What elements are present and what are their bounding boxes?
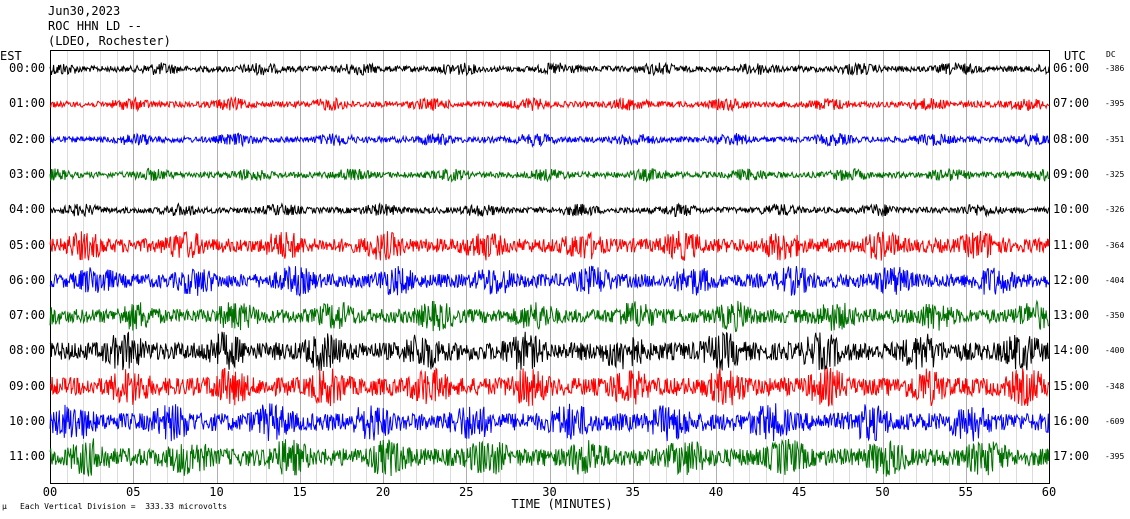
x-tick-label: 25: [459, 485, 473, 499]
utc-hour-label: 08:00: [1053, 131, 1090, 146]
utc-hour-label: 14:00: [1053, 343, 1090, 358]
x-tick-label: 15: [293, 485, 307, 499]
est-hour-label: 07:00: [9, 308, 46, 323]
est-hour-label: 11:00: [9, 449, 46, 464]
x-tick-label: 10: [209, 485, 223, 499]
x-tick-label: 60: [1042, 485, 1056, 499]
trace-row: [49, 132, 1050, 148]
dc-offset-label: -395: [1105, 452, 1125, 462]
utc-axis-label: UTC: [1064, 49, 1086, 63]
trace-row: [49, 265, 1050, 297]
x-tick-label: 00: [43, 485, 57, 499]
trace-row: [49, 331, 1050, 371]
station-code: ROC HHN LD --: [48, 19, 142, 33]
trace-row: [49, 61, 1050, 77]
est-hour-label: 00:00: [9, 61, 46, 75]
network-name: (LDEO, Rochester): [48, 34, 171, 48]
utc-hour-label: 09:00: [1053, 166, 1090, 181]
est-hour-label: 08:00: [9, 343, 46, 358]
utc-hour-label: 07:00: [1053, 96, 1090, 111]
dc-offset-label: -326: [1105, 205, 1125, 215]
est-hour-label: 01:00: [9, 96, 46, 111]
trace-row: [49, 96, 1050, 113]
est-axis-label: EST: [0, 49, 22, 63]
trace-row: [49, 367, 1050, 407]
dc-axis-label: DC: [1106, 50, 1116, 59]
dc-offset-label: -348: [1105, 381, 1125, 391]
utc-hour-label: 16:00: [1053, 414, 1090, 428]
x-tick-label: 20: [376, 485, 390, 499]
trace-row: [49, 167, 1050, 183]
dc-offset-label: -351: [1105, 134, 1125, 144]
utc-hour-label: 11:00: [1053, 237, 1090, 252]
x-tick-label: 30: [542, 485, 556, 499]
est-hour-label: 05:00: [9, 237, 46, 252]
x-tick-label: 05: [126, 485, 140, 499]
dc-offset-label: -325: [1105, 169, 1125, 179]
x-axis-title: TIME (MINUTES): [511, 497, 612, 511]
trace-row: [49, 403, 1050, 442]
dc-offset-label: -400: [1105, 346, 1125, 356]
dc-offset-label: -364: [1105, 240, 1125, 250]
utc-hour-label: 10:00: [1053, 202, 1090, 217]
est-hour-label: 02:00: [9, 131, 46, 146]
utc-hour-label: 17:00: [1053, 449, 1090, 464]
est-hour-label: 09:00: [9, 378, 46, 393]
est-hour-label: 04:00: [9, 202, 46, 217]
x-tick-label: 45: [792, 485, 806, 499]
utc-hour-label: 15:00: [1053, 378, 1090, 393]
trace-row: [49, 230, 1050, 261]
utc-hour-label: 13:00: [1053, 308, 1090, 323]
plot-date: Jun30,2023: [48, 4, 121, 18]
dc-offset-label: -350: [1105, 311, 1125, 321]
est-hour-label: 10:00: [9, 414, 46, 428]
scale-note: Each Vertical Division = 333.33 microvol…: [20, 502, 228, 511]
trace-row: [49, 438, 1050, 477]
dc-offset-label: -609: [1105, 417, 1125, 426]
x-tick-label: 50: [875, 485, 889, 499]
utc-hour-label: 06:00: [1053, 61, 1090, 75]
seismic-traces: [49, 61, 1050, 477]
plot-frame: [50, 50, 1050, 484]
x-tick-label: 55: [959, 485, 973, 499]
dc-offset-label: -404: [1105, 275, 1125, 285]
x-tick-label: 40: [709, 485, 723, 499]
dc-offset-label: -395: [1105, 99, 1125, 109]
trace-row: [49, 201, 1050, 218]
est-hour-label: 03:00: [9, 166, 46, 181]
x-axis-ticks: 00 05 10 15 20 25 30 35 40 45 50 55 60: [43, 485, 1056, 499]
est-hour-label: 06:00: [9, 272, 46, 287]
trace-row: [49, 299, 1050, 333]
scale-icon: µ: [2, 502, 7, 511]
x-tick-label: 35: [626, 485, 640, 499]
dc-offset-label: -386: [1105, 64, 1125, 73]
utc-hour-label: 12:00: [1053, 272, 1090, 287]
minute-gridlines: [67, 51, 1033, 483]
